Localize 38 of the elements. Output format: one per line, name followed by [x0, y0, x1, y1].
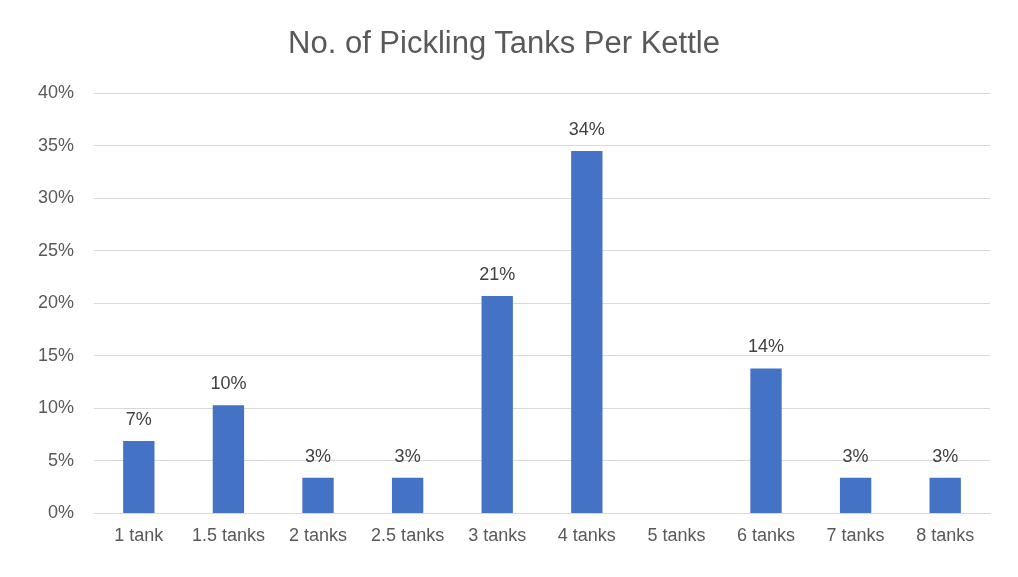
- y-tick-label: 25%: [38, 239, 75, 260]
- bar: [123, 440, 155, 513]
- y-tick-label: 10%: [38, 397, 75, 418]
- y-tick-label: 30%: [38, 187, 75, 208]
- data-label: 14%: [747, 336, 785, 357]
- x-tick-label: 2 tanks: [289, 525, 348, 546]
- bar: [212, 405, 245, 513]
- x-tick-label: 5 tanks: [647, 525, 706, 546]
- data-label: 3%: [842, 445, 869, 466]
- data-label: 3%: [305, 445, 332, 466]
- data-label: 10%: [210, 373, 247, 394]
- x-tick-label: 1.5 tanks: [191, 525, 265, 546]
- x-tick-label: 1 tank: [114, 525, 165, 546]
- bar: [839, 477, 872, 513]
- data-label: 3%: [394, 445, 421, 466]
- bar: [391, 477, 424, 513]
- y-tick-label: 20%: [38, 292, 75, 313]
- bar: [302, 477, 334, 513]
- data-label: 3%: [932, 445, 959, 466]
- y-tick-label: 0%: [48, 502, 75, 523]
- data-label: 7%: [125, 408, 152, 429]
- data-label: 21%: [479, 263, 516, 284]
- y-tick-label: 15%: [38, 344, 75, 365]
- y-tick-label: 35%: [38, 134, 75, 155]
- x-tick-label: 3 tanks: [468, 525, 527, 546]
- x-tick-label: 6 tanks: [736, 525, 796, 546]
- bar: [750, 368, 782, 513]
- y-tick-label: 5%: [48, 449, 75, 470]
- y-tick-label: 40%: [38, 82, 75, 103]
- x-tick-label: 2.5 tanks: [371, 525, 445, 546]
- x-tick-label: 8 tanks: [916, 525, 975, 546]
- chart-title: No. of Pickling Tanks Per Kettle: [288, 25, 720, 61]
- x-tick-label: 4 tanks: [557, 525, 616, 546]
- bar: [481, 295, 513, 513]
- bar: [571, 150, 603, 513]
- x-tick-label: 7 tanks: [826, 525, 885, 546]
- data-label: 34%: [568, 118, 605, 139]
- bar: [929, 477, 961, 513]
